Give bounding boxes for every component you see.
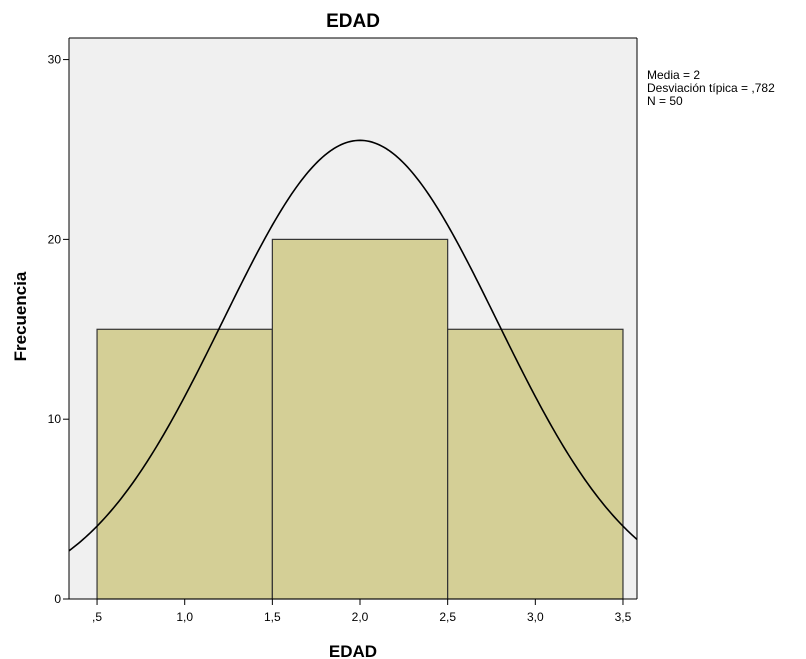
x-tick-group: ,5 1,0 1,5 2,0 2,5 3,0 3,5: [92, 599, 632, 624]
x-tick-label: 1,5: [264, 610, 281, 624]
x-tick-label: 3,0: [527, 610, 544, 624]
y-axis-title: Frecuencia: [11, 271, 30, 361]
stats-box: Media = 2 Desviación típica = ,782 N = 5…: [647, 68, 775, 108]
histogram-bar-2: [271, 238, 449, 600]
stat-desviacion: Desviación típica = ,782: [647, 81, 775, 95]
normal-curve: [68, 139, 638, 552]
stat-media: Media = 2: [647, 68, 700, 82]
x-axis-title: EDAD: [329, 642, 377, 659]
y-tick-label: 0: [54, 592, 61, 606]
x-tick-label: ,5: [92, 610, 102, 624]
axes-group: [68, 37, 638, 600]
x-tick-label: 3,5: [615, 610, 632, 624]
chart-title: EDAD: [326, 11, 380, 32]
y-tick-label: 30: [48, 53, 62, 67]
x-tick-label: 2,0: [352, 610, 369, 624]
y-tick-label: 10: [48, 412, 62, 426]
stat-n: N = 50: [647, 94, 683, 108]
y-tick-group: 0 10 20 30: [48, 53, 69, 606]
y-tick-label: 20: [48, 232, 62, 246]
histogram-bar-1: [96, 328, 273, 600]
bars-group: [96, 238, 624, 600]
x-tick-label: 1,0: [176, 610, 193, 624]
histogram-bar-3: [447, 328, 624, 600]
x-tick-label: 2,5: [439, 610, 456, 624]
